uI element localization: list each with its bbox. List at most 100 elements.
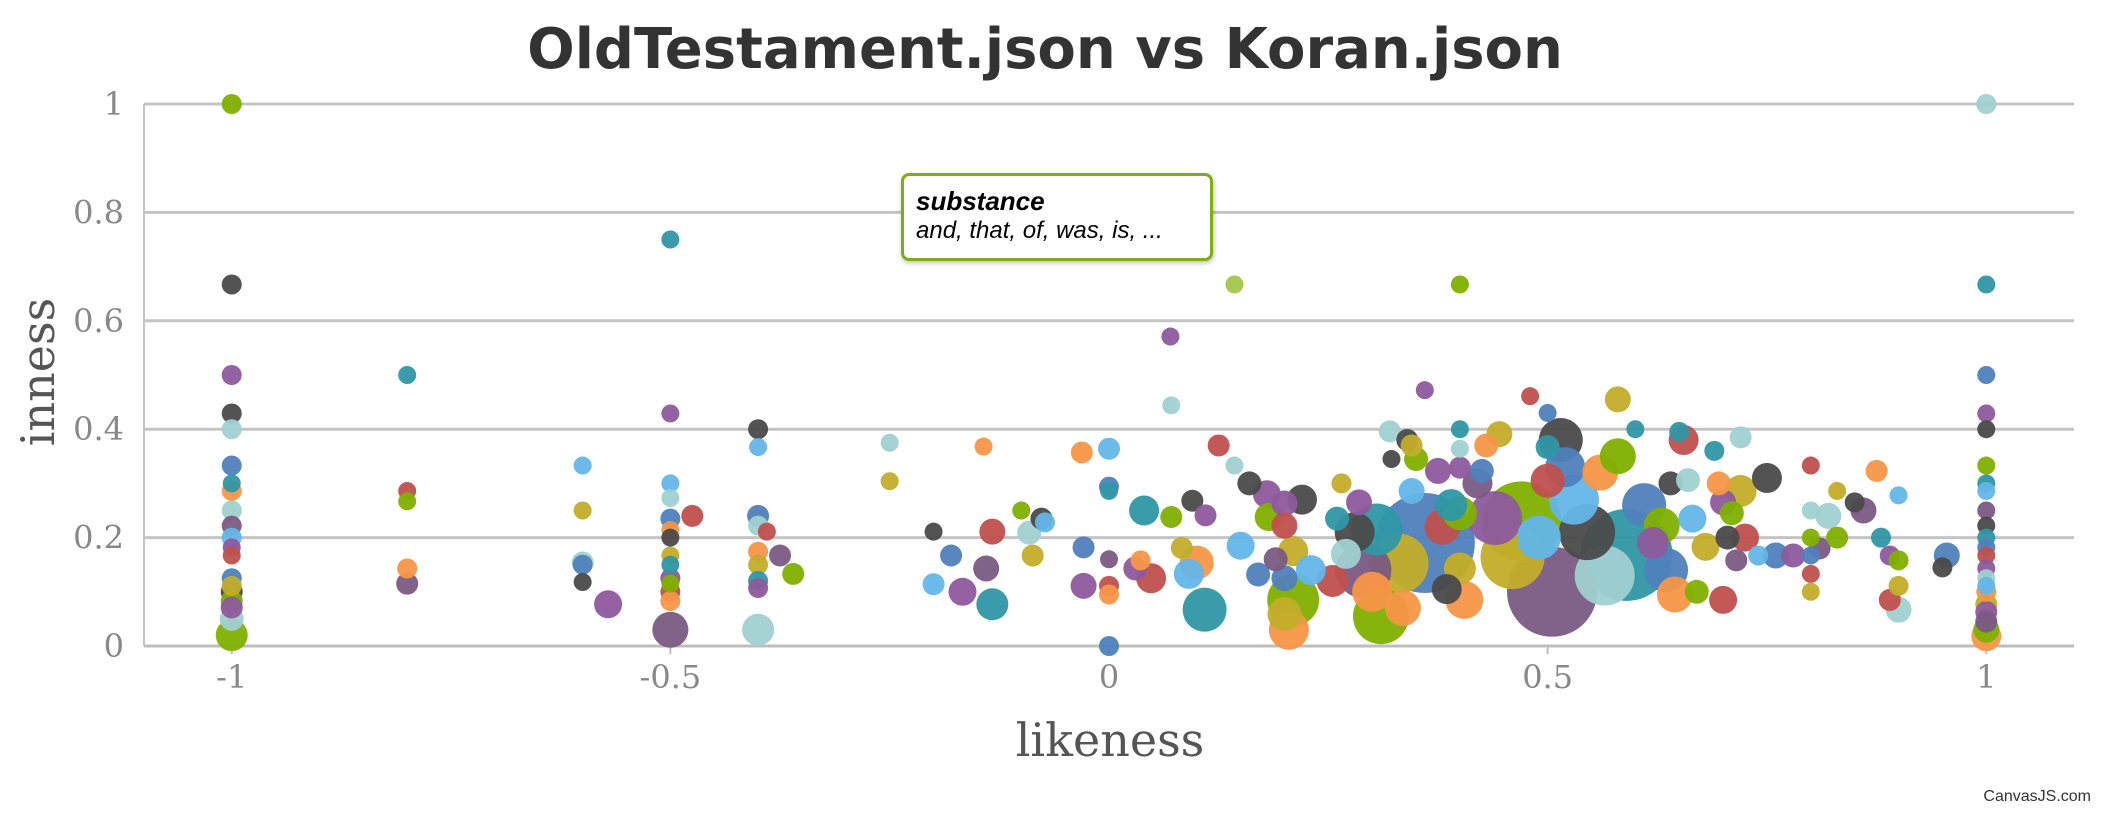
data-point[interactable] xyxy=(1021,544,1044,567)
data-point[interactable] xyxy=(397,558,418,579)
data-point[interactable] xyxy=(1691,532,1720,561)
data-point[interactable] xyxy=(1725,549,1748,572)
data-point[interactable] xyxy=(1715,525,1740,550)
data-point[interactable] xyxy=(396,572,419,595)
data-point[interactable] xyxy=(1415,381,1434,400)
data-point[interactable] xyxy=(749,438,768,457)
data-point[interactable] xyxy=(1431,574,1462,605)
data-point[interactable] xyxy=(1194,504,1217,527)
data-point[interactable] xyxy=(1815,502,1842,529)
data-point[interactable] xyxy=(1977,501,1996,520)
data-point[interactable] xyxy=(1865,459,1888,482)
data-point[interactable] xyxy=(1762,542,1789,569)
data-point[interactable] xyxy=(1801,528,1820,547)
data-point[interactable] xyxy=(1450,439,1469,458)
data-point[interactable] xyxy=(880,433,899,452)
data-point[interactable] xyxy=(1751,462,1782,493)
data-point[interactable] xyxy=(1801,456,1820,475)
data-point[interactable] xyxy=(973,555,1000,582)
data-point[interactable] xyxy=(1207,434,1230,457)
data-point[interactable] xyxy=(1871,527,1891,548)
data-point[interactable] xyxy=(661,574,680,593)
data-point[interactable] xyxy=(1888,575,1909,596)
data-point[interactable] xyxy=(748,578,769,599)
data-point[interactable] xyxy=(221,419,242,440)
data-point[interactable] xyxy=(1162,396,1181,415)
data-point[interactable] xyxy=(1173,558,1204,589)
data-point[interactable] xyxy=(1729,426,1752,449)
data-point[interactable] xyxy=(1636,527,1669,560)
data-point[interactable] xyxy=(1331,473,1352,494)
data-point[interactable] xyxy=(1826,526,1849,549)
data-point[interactable] xyxy=(976,588,1009,621)
data-point[interactable] xyxy=(1237,471,1262,496)
data-point[interactable] xyxy=(1226,531,1255,560)
data-point[interactable] xyxy=(948,577,977,606)
data-point[interactable] xyxy=(1352,571,1393,612)
credit-link[interactable]: CanvasJS.com xyxy=(1983,788,2091,805)
data-point[interactable] xyxy=(1676,468,1700,493)
data-point[interactable] xyxy=(1468,491,1522,546)
data-point[interactable] xyxy=(1709,585,1738,614)
data-point[interactable] xyxy=(1100,481,1118,500)
data-point[interactable] xyxy=(748,419,769,440)
data-point[interactable] xyxy=(1977,366,1996,384)
data-point[interactable] xyxy=(742,613,775,646)
data-point[interactable] xyxy=(1072,536,1095,559)
data-point[interactable] xyxy=(1535,435,1560,460)
data-point[interactable] xyxy=(1295,555,1326,586)
data-point[interactable] xyxy=(1977,404,1996,423)
data-point[interactable] xyxy=(221,94,242,114)
data-point[interactable] xyxy=(398,366,417,384)
data-point[interactable] xyxy=(1130,550,1151,571)
data-point[interactable] xyxy=(1400,434,1423,457)
data-point[interactable] xyxy=(1977,546,1996,565)
data-point[interactable] xyxy=(661,555,680,574)
data-points[interactable] xyxy=(215,94,2002,656)
data-point[interactable] xyxy=(1398,477,1425,504)
data-point[interactable] xyxy=(1976,94,1997,114)
data-point[interactable] xyxy=(573,501,592,520)
data-point[interactable] xyxy=(1844,492,1865,513)
data-point[interactable] xyxy=(1267,597,1302,632)
data-point[interactable] xyxy=(1424,457,1451,484)
data-point[interactable] xyxy=(1271,565,1298,592)
data-point[interactable] xyxy=(1382,450,1401,469)
data-point[interactable] xyxy=(1521,387,1540,406)
data-point[interactable] xyxy=(221,575,242,596)
data-point[interactable] xyxy=(1271,512,1298,539)
data-point[interactable] xyxy=(1932,557,1953,578)
data-point[interactable] xyxy=(221,365,242,385)
data-point[interactable] xyxy=(1099,584,1119,605)
data-point[interactable] xyxy=(1346,489,1373,516)
data-point[interactable] xyxy=(1160,506,1183,529)
data-point[interactable] xyxy=(1435,489,1468,522)
data-point[interactable] xyxy=(1626,420,1645,439)
data-point[interactable] xyxy=(221,403,242,424)
data-point[interactable] xyxy=(748,554,769,575)
data-point[interactable] xyxy=(1977,456,1996,475)
data-point[interactable] xyxy=(1161,327,1180,346)
data-point[interactable] xyxy=(1748,545,1769,566)
data-point[interactable] xyxy=(979,518,1006,545)
data-point[interactable] xyxy=(222,546,241,565)
data-point[interactable] xyxy=(1781,543,1806,568)
data-point[interactable] xyxy=(1330,538,1361,569)
data-point[interactable] xyxy=(1801,546,1820,565)
data-point[interactable] xyxy=(1801,501,1820,520)
data-point[interactable] xyxy=(1574,545,1635,606)
data-point[interactable] xyxy=(1474,433,1499,458)
data-point[interactable] xyxy=(1888,550,1909,571)
data-point[interactable] xyxy=(1225,456,1244,475)
data-point[interactable] xyxy=(922,573,945,596)
data-point[interactable] xyxy=(1975,610,1998,633)
data-point[interactable] xyxy=(1678,504,1707,533)
data-point[interactable] xyxy=(1100,550,1118,569)
data-point[interactable] xyxy=(1181,489,1204,512)
data-point[interactable] xyxy=(1469,458,1494,483)
data-point[interactable] xyxy=(1977,481,1996,500)
data-point[interactable] xyxy=(757,522,776,541)
data-point[interactable] xyxy=(782,562,805,585)
data-point[interactable] xyxy=(769,544,792,567)
data-point[interactable] xyxy=(1706,471,1731,496)
